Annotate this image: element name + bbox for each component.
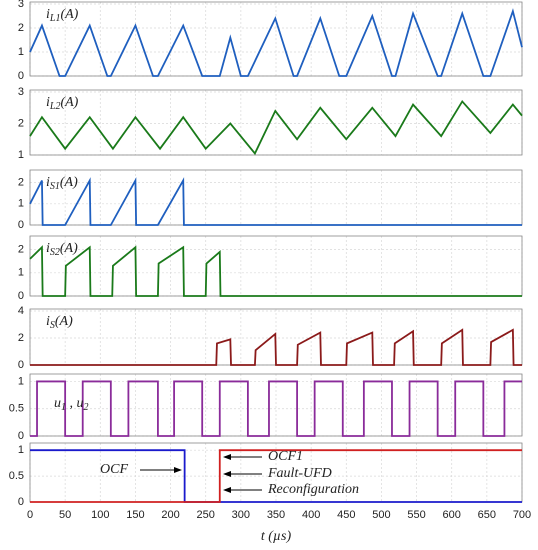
arrow-head xyxy=(223,487,231,493)
x-tick-label: 200 xyxy=(161,509,179,521)
panel-label: iS(A) xyxy=(46,314,73,331)
label-part: , u xyxy=(66,396,84,411)
panel-frame xyxy=(29,373,523,437)
label-part: i xyxy=(46,175,50,190)
label-part: S1 xyxy=(50,181,60,192)
x-tick-label: 250 xyxy=(197,509,215,521)
label-part: (A) xyxy=(60,241,78,256)
y-tick-label: 2 xyxy=(18,117,24,129)
label-part: S2 xyxy=(50,247,60,258)
y-tick-label: 2 xyxy=(18,332,24,344)
x-tick-label: 350 xyxy=(267,509,285,521)
y-tick-label: 1 xyxy=(18,444,24,456)
y-tick-label: 3 xyxy=(18,86,24,98)
label-part: i xyxy=(46,241,50,256)
x-tick-label: 450 xyxy=(337,509,355,521)
label-part: 1 xyxy=(61,402,66,413)
y-tick-label: 0 xyxy=(18,359,24,371)
x-tick-label: 650 xyxy=(478,509,496,521)
panel-frame xyxy=(29,1,523,77)
y-tick-label: 0.5 xyxy=(9,470,24,482)
label-part: L2 xyxy=(49,101,61,112)
y-tick-label: 1 xyxy=(18,375,24,387)
x-tick-label: 50 xyxy=(59,509,71,521)
label-part: i xyxy=(46,95,50,110)
line-series xyxy=(29,245,522,297)
x-tick-label: 600 xyxy=(443,509,461,521)
y-tick-label: 1 xyxy=(18,267,24,279)
label-part: 2 xyxy=(84,402,89,413)
line-series xyxy=(30,449,522,503)
line-series xyxy=(29,8,523,77)
y-tick-label: 0 xyxy=(18,496,24,508)
panel-frame xyxy=(29,89,523,156)
y-tick-label: 1 xyxy=(18,149,24,161)
y-tick-label: 0 xyxy=(18,430,24,442)
y-tick-label: 2 xyxy=(18,22,24,34)
x-tick-label: 300 xyxy=(232,509,250,521)
label-part: S xyxy=(50,320,55,331)
x-tick-label: 500 xyxy=(372,509,390,521)
panel-label: u1 , u2 xyxy=(54,396,89,413)
line-series xyxy=(29,99,523,156)
label-part: i xyxy=(46,7,50,22)
line-series xyxy=(30,328,522,366)
y-tick-label: 0 xyxy=(18,290,24,302)
x-tick-label: 700 xyxy=(513,509,531,521)
panel-label: iL1(A) xyxy=(46,7,79,24)
panel-label: iS1(A) xyxy=(46,175,78,192)
panel-label: iL2(A) xyxy=(46,95,79,112)
x-tick-label: 0 xyxy=(27,509,33,521)
arrow-head xyxy=(223,454,231,460)
panel-label: iS2(A) xyxy=(46,241,78,258)
label-part: (A) xyxy=(55,314,73,329)
y-tick-label: 4 xyxy=(18,305,24,317)
y-tick-label: 2 xyxy=(18,244,24,256)
label-part: (A) xyxy=(60,7,78,22)
arrow-head xyxy=(223,471,231,477)
x-tick-label: 400 xyxy=(302,509,320,521)
y-tick-label: 1 xyxy=(18,46,24,58)
label-part: (A) xyxy=(60,95,78,110)
y-tick-label: 0 xyxy=(18,70,24,82)
x-axis-label: t (µs) xyxy=(261,529,292,544)
label-part: i xyxy=(46,314,50,329)
label-part: u xyxy=(54,396,61,411)
x-tick-label: 550 xyxy=(407,509,425,521)
annotation: OCF xyxy=(100,462,128,477)
x-tick-label: 150 xyxy=(126,509,144,521)
line-series xyxy=(29,177,522,226)
label-part: (A) xyxy=(60,175,78,190)
line-series xyxy=(30,380,522,437)
label-part: L1 xyxy=(49,13,61,24)
y-tick-label: 2 xyxy=(18,177,24,189)
x-tick-label: 100 xyxy=(91,509,109,521)
arrow-head xyxy=(174,467,182,473)
annotation: Fault-UFD xyxy=(267,466,332,481)
annotation: Reconfiguration xyxy=(267,482,359,497)
y-tick-label: 1 xyxy=(18,198,24,210)
annotation: OCF1 xyxy=(268,449,303,464)
y-tick-label: 0 xyxy=(18,219,24,231)
y-tick-label: 3 xyxy=(18,0,24,10)
y-tick-label: 0.5 xyxy=(9,403,24,415)
